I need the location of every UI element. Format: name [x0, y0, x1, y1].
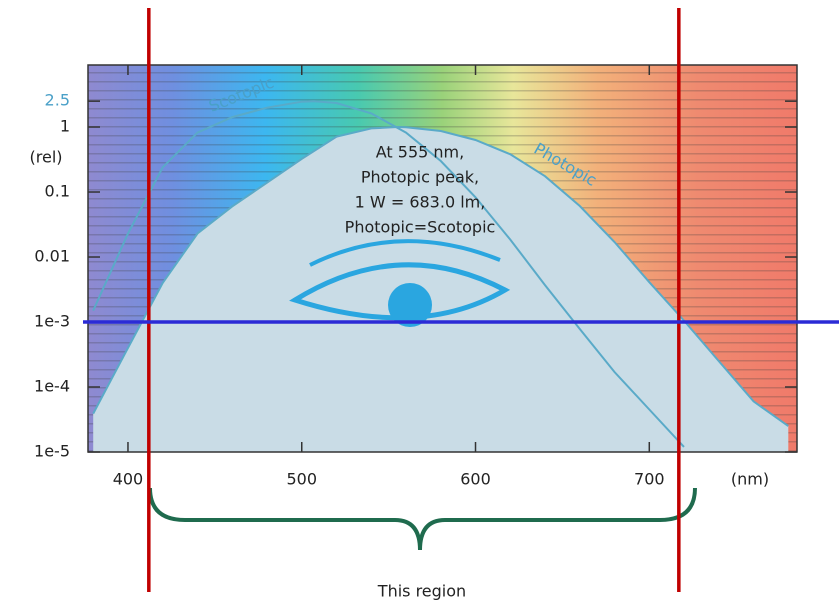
eye-icon: [289, 239, 511, 327]
y-axis-label: (rel): [30, 148, 63, 167]
y-tick-label: 2.5: [45, 91, 70, 110]
y-tick-label: 1e-4: [34, 377, 70, 396]
series-line: [92, 125, 789, 427]
x-tick-label: 400: [113, 470, 144, 489]
plot: [92, 100, 789, 452]
plot-frame: [87, 64, 798, 453]
region-brace: [148, 487, 697, 551]
annotation-line: 1 W = 683.0 lm,: [355, 193, 486, 212]
x-tick-label: 700: [634, 470, 665, 489]
region-label: This region: [377, 582, 466, 601]
annotation: At 555 nm, Photopic peak, 1 W = 683.0 lm…: [345, 143, 496, 237]
y-tick-label: 1e-3: [34, 312, 70, 331]
annotation-line: Photopic peak,: [361, 168, 479, 187]
x-tick-label: 600: [460, 470, 491, 489]
y-tick-label: 0.1: [45, 182, 70, 201]
annotation-line: Photopic=Scotopic: [345, 218, 496, 237]
series-line: [92, 100, 685, 448]
y-tick-label: 1e-5: [34, 442, 70, 461]
annotation-line: At 555 nm,: [376, 143, 464, 162]
y-tick-label: 0.01: [34, 247, 70, 266]
y-tick-label: 1: [60, 117, 70, 136]
x-axis-label: (nm): [731, 470, 769, 489]
x-tick-label: 500: [286, 470, 317, 489]
